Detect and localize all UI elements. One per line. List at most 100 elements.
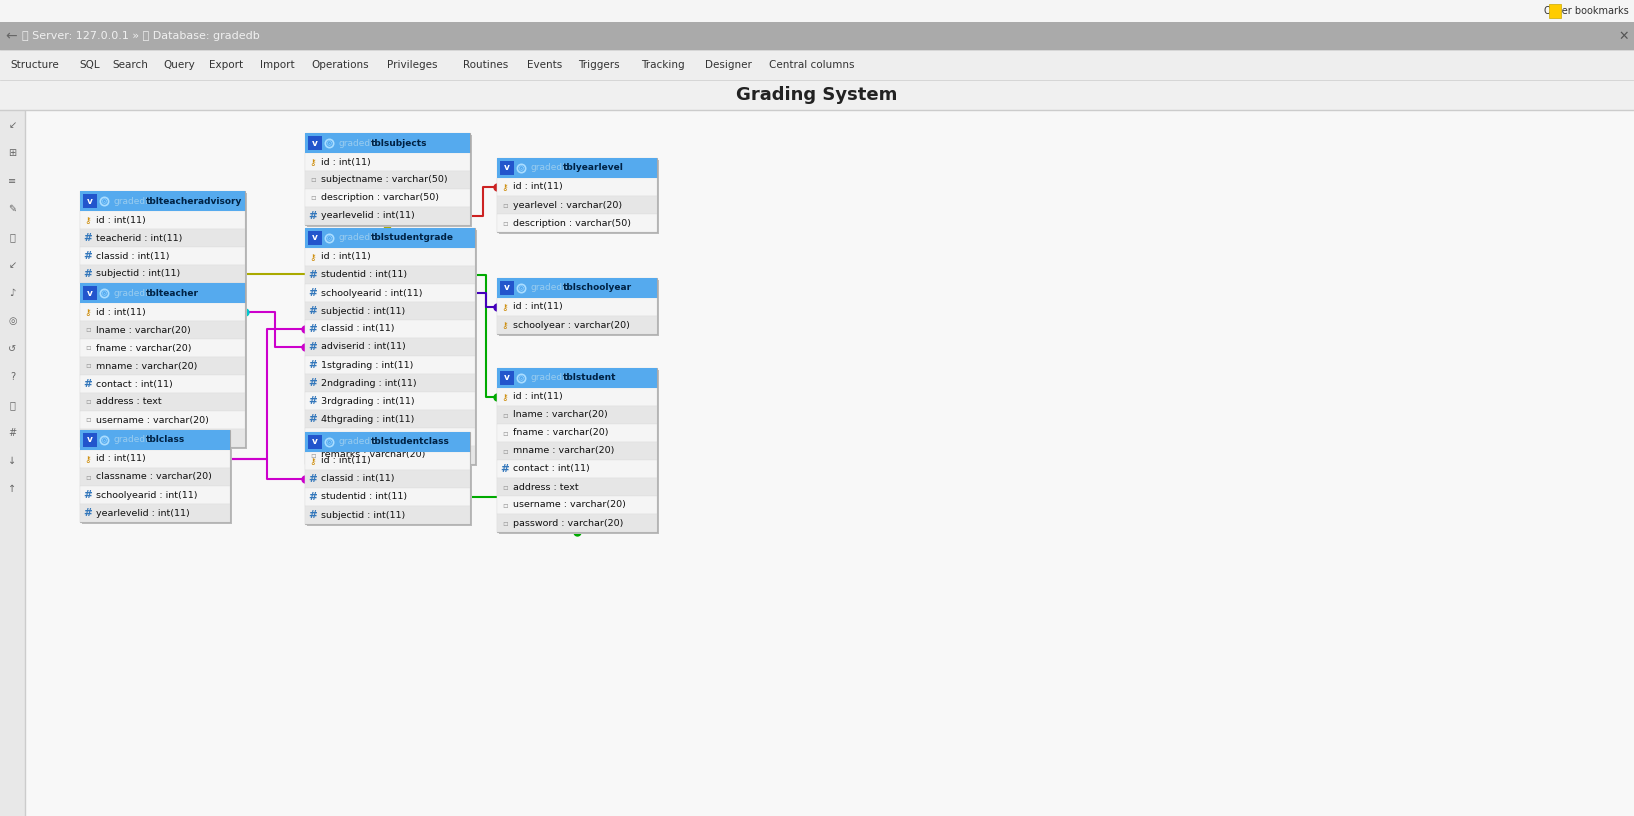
Bar xyxy=(83,286,96,300)
Bar xyxy=(497,278,657,334)
Text: SQL: SQL xyxy=(80,60,100,70)
Text: v: v xyxy=(312,139,319,148)
Text: #: # xyxy=(309,492,317,502)
Text: ⚙: ⚙ xyxy=(325,139,332,148)
Text: Central columns: Central columns xyxy=(768,60,855,70)
Bar xyxy=(498,160,659,234)
Bar xyxy=(497,316,657,334)
Bar xyxy=(500,281,515,295)
Bar xyxy=(307,230,477,466)
Bar xyxy=(497,388,657,406)
Text: Other bookmarks: Other bookmarks xyxy=(1544,6,1629,16)
Bar xyxy=(307,231,322,245)
Bar xyxy=(80,191,245,283)
Text: ⚙: ⚙ xyxy=(518,163,525,172)
Bar xyxy=(80,486,230,504)
Text: remarks : varchar(20): remarks : varchar(20) xyxy=(320,450,425,459)
Bar xyxy=(497,496,657,514)
Text: id : int(11): id : int(11) xyxy=(513,183,562,192)
Bar xyxy=(80,430,230,522)
Bar xyxy=(306,432,471,524)
Text: ⊞: ⊞ xyxy=(8,148,16,158)
Bar xyxy=(306,338,475,356)
Bar xyxy=(497,460,657,478)
Bar xyxy=(80,450,230,468)
Bar xyxy=(80,375,245,393)
Text: ▫: ▫ xyxy=(502,219,508,228)
Text: tblyearlevel: tblyearlevel xyxy=(562,163,623,172)
Text: gradedb: gradedb xyxy=(531,163,569,172)
Text: Search: Search xyxy=(113,60,149,70)
Bar xyxy=(82,193,247,285)
Bar xyxy=(497,478,657,496)
Text: ▫: ▫ xyxy=(502,201,508,210)
Text: schoolyearid : int(11): schoolyearid : int(11) xyxy=(320,289,423,298)
Text: tblsubjects: tblsubjects xyxy=(371,139,426,148)
Text: gradedb: gradedb xyxy=(531,283,569,292)
Bar xyxy=(307,135,472,227)
Text: Routines: Routines xyxy=(462,60,508,70)
Bar xyxy=(306,470,471,488)
Bar xyxy=(0,80,1634,110)
Text: id : int(11): id : int(11) xyxy=(513,303,562,312)
Text: ▫: ▫ xyxy=(85,397,92,406)
Text: #: # xyxy=(309,474,317,484)
Text: id : int(11): id : int(11) xyxy=(320,456,371,465)
Text: subjectname : varchar(50): subjectname : varchar(50) xyxy=(320,175,448,184)
Text: 1stgrading : int(11): 1stgrading : int(11) xyxy=(320,361,413,370)
Text: classid : int(11): classid : int(11) xyxy=(320,325,394,334)
Text: ⚷: ⚷ xyxy=(85,215,92,224)
Bar xyxy=(306,228,475,248)
Bar xyxy=(306,133,471,153)
Bar xyxy=(497,214,657,232)
Text: username : varchar(20): username : varchar(20) xyxy=(96,415,209,424)
Bar xyxy=(497,298,657,316)
Bar xyxy=(306,374,475,392)
Text: #: # xyxy=(309,270,317,280)
Text: id : int(11): id : int(11) xyxy=(320,252,371,261)
Text: ≡: ≡ xyxy=(8,176,16,186)
Text: ▫: ▫ xyxy=(502,410,508,419)
Text: #: # xyxy=(309,288,317,298)
Bar xyxy=(497,442,657,460)
Text: ▫: ▫ xyxy=(502,446,508,455)
Bar xyxy=(497,278,657,298)
Text: 2ndgrading : int(11): 2ndgrading : int(11) xyxy=(320,379,417,388)
Text: ?: ? xyxy=(10,372,15,382)
Text: Tracking: Tracking xyxy=(642,60,685,70)
Text: gradedb: gradedb xyxy=(114,197,152,206)
Text: id : int(11): id : int(11) xyxy=(96,215,145,224)
Text: yearlevelid : int(11): yearlevelid : int(11) xyxy=(96,508,190,517)
Text: ⚙: ⚙ xyxy=(518,374,525,383)
Text: ⚙: ⚙ xyxy=(101,197,108,206)
Bar xyxy=(306,302,475,320)
Text: address : text: address : text xyxy=(96,397,162,406)
Text: id : int(11): id : int(11) xyxy=(96,455,145,463)
Text: mname : varchar(20): mname : varchar(20) xyxy=(96,361,198,370)
Text: #: # xyxy=(83,233,93,243)
Text: v: v xyxy=(312,233,319,242)
Bar xyxy=(0,22,1634,50)
Text: ▫: ▫ xyxy=(502,428,508,437)
Text: ⬛ Server: 127.0.0.1 » ⬜ Database: gradedb: ⬛ Server: 127.0.0.1 » ⬜ Database: graded… xyxy=(21,31,260,41)
Bar xyxy=(497,368,657,388)
Text: gradedb: gradedb xyxy=(338,139,377,148)
Text: schoolyearid : int(11): schoolyearid : int(11) xyxy=(96,490,198,499)
Bar xyxy=(80,265,245,283)
Text: ▫: ▫ xyxy=(502,500,508,509)
Bar xyxy=(80,191,245,211)
Text: ▫: ▫ xyxy=(85,415,92,424)
Bar xyxy=(80,339,245,357)
Text: mname : varchar(20): mname : varchar(20) xyxy=(513,446,614,455)
Text: tblclass: tblclass xyxy=(145,436,185,445)
Text: ⚷: ⚷ xyxy=(310,157,317,166)
Text: tblteacher: tblteacher xyxy=(145,289,198,298)
Bar xyxy=(306,446,475,464)
Text: gradeaverage : int(11): gradeaverage : int(11) xyxy=(320,432,430,441)
Bar xyxy=(498,280,659,336)
Text: ⚙: ⚙ xyxy=(101,289,108,298)
Text: v: v xyxy=(503,163,510,172)
Text: ↺: ↺ xyxy=(8,344,16,354)
Text: ⚙: ⚙ xyxy=(101,436,108,445)
Text: gradedb: gradedb xyxy=(338,233,377,242)
